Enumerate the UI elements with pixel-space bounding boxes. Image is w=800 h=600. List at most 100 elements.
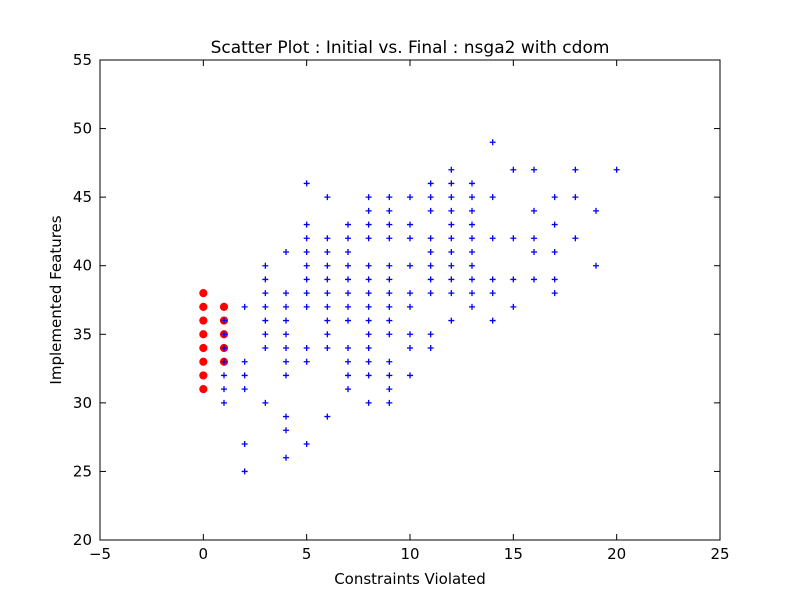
- y-tick-label: 35: [73, 325, 92, 343]
- data-point: [448, 194, 455, 201]
- data-point: [572, 235, 579, 242]
- data-point: [510, 166, 517, 173]
- data-point: [303, 180, 310, 187]
- data-point: [345, 276, 351, 283]
- data-point: [365, 235, 372, 242]
- data-point: [283, 331, 289, 338]
- data-point: [510, 235, 517, 242]
- data-point: [324, 303, 331, 310]
- data-point: [407, 303, 413, 310]
- data-point: [531, 276, 537, 283]
- data-point: [365, 194, 372, 201]
- data-point: [365, 317, 372, 324]
- data-point: [407, 290, 413, 297]
- data-point: [448, 276, 455, 283]
- data-point: [283, 413, 289, 420]
- data-point: [283, 290, 289, 297]
- data-point: [427, 331, 434, 338]
- data-point: [345, 345, 351, 351]
- data-point: [531, 207, 537, 214]
- data-point: [469, 221, 475, 228]
- data-point: [221, 358, 227, 365]
- data-point: [221, 399, 227, 406]
- data-point: [427, 262, 434, 269]
- y-tick-label: 25: [73, 462, 92, 480]
- data-point: [324, 317, 331, 324]
- data-point: [386, 317, 393, 324]
- data-point: [303, 345, 310, 351]
- data-point: [303, 262, 310, 269]
- data-point: [324, 194, 331, 201]
- data-point: [345, 372, 351, 379]
- data-point: [365, 358, 372, 365]
- data-point: [283, 427, 289, 434]
- data-point: [531, 235, 537, 242]
- data-point: [448, 180, 455, 187]
- data-point: [489, 290, 496, 297]
- data-point: [262, 303, 269, 310]
- data-point: [551, 194, 558, 201]
- data-point: [241, 386, 248, 393]
- data-point: [489, 276, 496, 283]
- data-point: [427, 235, 434, 242]
- data-point: [303, 303, 310, 310]
- data-point: [448, 290, 455, 297]
- x-axis-label: Constraints Violated: [334, 570, 486, 588]
- data-point: [241, 441, 248, 447]
- data-point: [199, 385, 208, 394]
- data-point: [199, 330, 208, 339]
- data-point: [489, 317, 496, 324]
- data-point: [365, 262, 372, 269]
- y-tick-label: 45: [73, 188, 92, 206]
- data-point: [386, 235, 393, 242]
- data-point: [407, 331, 413, 338]
- data-point: [221, 372, 227, 379]
- y-tick-label: 30: [73, 394, 92, 412]
- data-point: [407, 262, 413, 269]
- data-point: [386, 358, 393, 365]
- data-point: [345, 262, 351, 269]
- data-point: [427, 276, 434, 283]
- data-point: [386, 386, 393, 393]
- data-point: [551, 249, 558, 255]
- x-tick-label: 0: [199, 545, 209, 563]
- data-point: [572, 166, 579, 173]
- y-tick-label: 40: [73, 257, 92, 275]
- x-tick-label: 20: [607, 545, 626, 563]
- data-point: [345, 221, 351, 228]
- data-point: [324, 331, 331, 338]
- y-axis: 20 25 30 35 40 45 50 55: [73, 51, 720, 549]
- data-point: [303, 441, 310, 447]
- data-point: [386, 221, 393, 228]
- data-point: [510, 276, 517, 283]
- data-point: [365, 207, 372, 214]
- data-point: [448, 166, 455, 173]
- data-point: [345, 317, 351, 324]
- data-point: [262, 331, 269, 338]
- data-point: [221, 345, 227, 351]
- data-point: [427, 180, 434, 187]
- data-point: [283, 303, 289, 310]
- data-point: [489, 235, 496, 242]
- data-point: [489, 194, 496, 201]
- data-point: [262, 276, 269, 283]
- data-point: [407, 372, 413, 379]
- data-point: [593, 262, 599, 269]
- data-point: [489, 139, 496, 146]
- x-axis: −5 0 5 10 15 20 25: [89, 60, 730, 563]
- data-point: [221, 386, 227, 393]
- data-point: [345, 290, 351, 297]
- data-point: [551, 221, 558, 228]
- data-point: [427, 249, 434, 255]
- data-point: [324, 235, 331, 242]
- data-point: [365, 345, 372, 351]
- data-point: [324, 290, 331, 297]
- data-point: [199, 302, 208, 311]
- x-tick-label: 5: [302, 545, 312, 563]
- data-point: [365, 290, 372, 297]
- data-point: [386, 194, 393, 201]
- x-tick-label: 10: [400, 545, 419, 563]
- data-point: [407, 345, 413, 351]
- data-point: [510, 303, 517, 310]
